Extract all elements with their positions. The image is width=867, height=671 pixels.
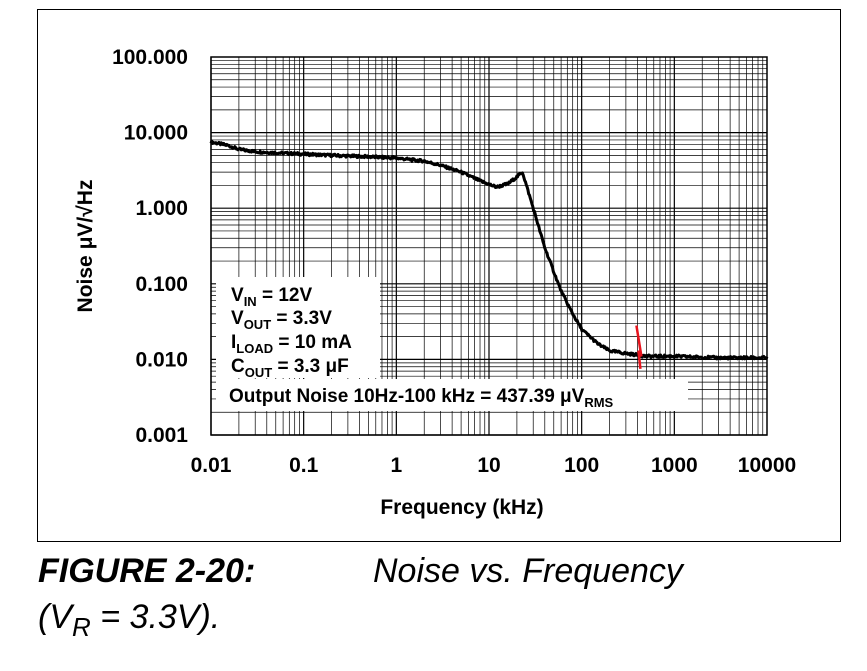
x-tick-label: 1000 (651, 454, 698, 477)
x-tick-label: 10 (477, 454, 500, 477)
noise-box (216, 379, 688, 411)
x-axis-label: Frequency (kHz) (380, 496, 543, 519)
annotation-cout: COUT = 3.3 μF (231, 356, 349, 380)
y-tick-label: 0.100 (135, 273, 188, 296)
annotation-vin: VIN = 12V (231, 285, 312, 309)
figure-number: FIGURE 2-20: (38, 552, 256, 590)
noise-chart: 0.01 0.1 1 10 100 1000 10000 100.000 10.000 1.00… (74, 46, 797, 519)
caption-line2-sub: R (72, 612, 91, 642)
grid (210, 57, 767, 436)
caption-line2-pre: (V (38, 598, 72, 636)
y-tick-label: 100.000 (112, 46, 188, 69)
caption-line-2: (VR = 3.3V). (38, 594, 838, 650)
annotation-vout: VOUT = 3.3V (231, 308, 332, 332)
x-tick-label: 1 (390, 454, 402, 477)
x-tick-label: 0.01 (191, 454, 232, 477)
y-axis-label: Noise μV/√Hz (74, 180, 97, 313)
figure-caption: FIGURE 2-20: Noise vs. Frequency (VR = 3… (38, 548, 838, 650)
annotation-iload: ILOAD = 10 mA (231, 332, 352, 356)
x-tick-labels: 0.01 0.1 1 10 100 1000 10000 (191, 454, 797, 477)
figure-title: Noise vs. Frequency (373, 552, 683, 590)
series-line (209, 139, 769, 361)
y-tick-label: 0.010 (135, 348, 188, 371)
annotation-output-noise: Output Noise 10Hz-100 kHz = 437.39 μVRMS (229, 386, 614, 410)
y-tick-labels: 100.000 10.000 1.000 0.100 0.010 0.001 (112, 46, 188, 447)
x-tick-label: 10000 (738, 454, 796, 477)
x-tick-label: 0.1 (289, 454, 319, 477)
y-tick-label: 10.000 (124, 122, 188, 145)
y-tick-label: 1.000 (135, 197, 188, 220)
plot-area-border (210, 56, 768, 436)
caption-line2-post: = 3.3V). (90, 598, 221, 636)
params-box (216, 277, 380, 378)
red-marker (635, 325, 643, 369)
x-tick-label: 100 (564, 454, 599, 477)
y-tick-label: 0.001 (135, 424, 188, 447)
chart-frame (37, 9, 841, 542)
caption-line-1: FIGURE 2-20: Noise vs. Frequency (38, 548, 838, 594)
